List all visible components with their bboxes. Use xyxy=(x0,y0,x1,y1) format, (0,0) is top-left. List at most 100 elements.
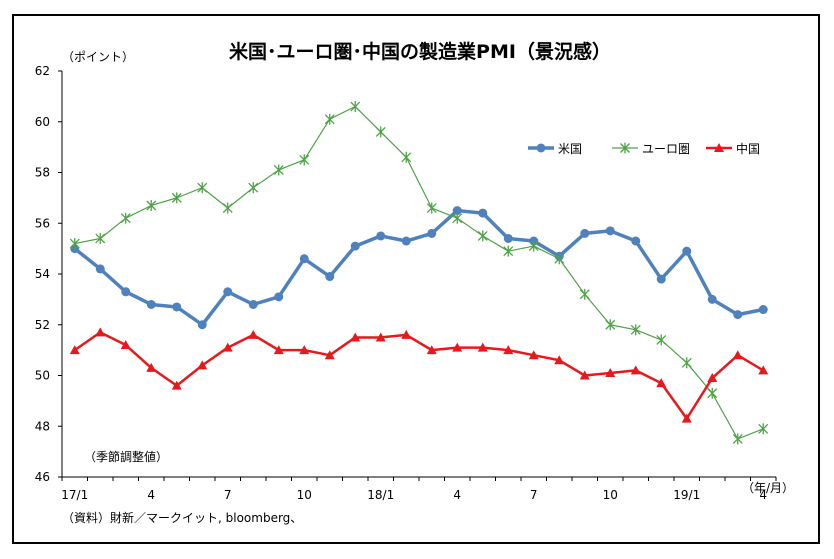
data-point xyxy=(656,378,667,388)
data-point xyxy=(248,299,258,309)
data-point xyxy=(579,370,590,380)
series-markers xyxy=(69,101,769,445)
data-point xyxy=(222,342,233,352)
y-tick-label: 60 xyxy=(35,115,50,129)
data-point xyxy=(536,143,546,153)
data-point xyxy=(223,287,233,297)
data-point xyxy=(401,236,411,246)
data-point xyxy=(620,142,630,154)
data-point xyxy=(324,113,335,125)
data-point xyxy=(579,288,590,300)
data-point xyxy=(477,230,488,242)
data-point xyxy=(146,299,156,309)
data-point xyxy=(503,345,514,355)
data-point xyxy=(503,233,513,243)
data-point xyxy=(605,367,616,377)
legend: 米国 ユーロ圏 中国 xyxy=(528,141,760,156)
x-axis-unit-label: （年/月） xyxy=(742,481,794,495)
data-point xyxy=(427,228,437,238)
data-point xyxy=(681,357,692,369)
note-label: （季節調整値） xyxy=(84,449,168,464)
data-point xyxy=(452,342,463,352)
y-tick-label: 52 xyxy=(35,318,50,332)
data-point xyxy=(69,345,80,355)
data-point xyxy=(324,350,335,360)
y-axis-label: （ポイント） xyxy=(62,50,134,64)
data-point xyxy=(707,373,718,383)
data-point xyxy=(528,240,539,252)
data-point xyxy=(121,287,131,297)
data-point xyxy=(273,345,284,355)
data-point xyxy=(630,365,641,375)
data-point xyxy=(452,212,463,224)
data-point xyxy=(197,320,207,330)
y-tick-label: 56 xyxy=(35,216,50,230)
x-tick-label: 4 xyxy=(453,488,461,502)
data-point xyxy=(172,302,182,312)
data-point xyxy=(733,310,743,320)
data-point xyxy=(248,329,259,339)
legend-entry: 米国 xyxy=(528,142,582,156)
x-tick-label: 4 xyxy=(147,488,155,502)
data-point xyxy=(758,423,769,435)
data-point xyxy=(714,143,724,152)
data-point xyxy=(95,264,105,274)
data-point xyxy=(605,226,615,236)
data-point xyxy=(299,254,309,264)
data-point xyxy=(274,292,284,302)
data-point xyxy=(682,246,692,256)
x-tick-label: 19/1 xyxy=(673,488,700,502)
x-tick-label: 7 xyxy=(530,488,538,502)
data-point xyxy=(69,238,80,250)
legend-entry: 中国 xyxy=(706,141,760,156)
data-point xyxy=(95,327,106,337)
data-point xyxy=(375,126,386,138)
data-point xyxy=(299,345,310,355)
data-point xyxy=(580,228,590,238)
chart-title: 米国･ユーロ圏･中国の製造業PMI（景況感） xyxy=(229,40,611,63)
data-point xyxy=(758,305,768,315)
x-tick-label: 10 xyxy=(603,488,618,502)
data-point xyxy=(426,202,437,214)
data-point xyxy=(503,245,514,257)
data-point xyxy=(197,360,208,370)
data-point xyxy=(656,274,666,284)
y-tick-label: 46 xyxy=(35,470,50,484)
data-point xyxy=(350,241,360,251)
legend-label: 米国 xyxy=(558,142,582,156)
y-tick-labels: 46 48 50 52 54 56 58 60 62 xyxy=(35,64,50,484)
series-line xyxy=(73,208,764,327)
series-line xyxy=(74,105,764,440)
data-point xyxy=(477,342,488,352)
data-point xyxy=(656,334,667,346)
data-point xyxy=(171,192,182,204)
data-point xyxy=(605,319,616,331)
data-point xyxy=(554,253,565,265)
data-point xyxy=(299,154,310,166)
data-point xyxy=(375,332,386,342)
x-tick-label: 10 xyxy=(297,488,312,502)
data-point xyxy=(528,350,539,360)
data-point xyxy=(707,387,718,399)
data-point xyxy=(478,208,488,218)
x-tick-labels: 17/1 4 7 10 18/1 4 7 10 19/1 4 xyxy=(61,488,767,502)
data-point xyxy=(146,199,157,211)
y-tick-label: 62 xyxy=(35,64,50,78)
legend-label: 中国 xyxy=(736,141,760,156)
data-point xyxy=(554,355,565,365)
x-tick-label: 4 xyxy=(759,488,767,502)
data-point xyxy=(401,329,412,339)
data-point xyxy=(197,182,208,194)
data-point xyxy=(452,206,462,216)
data-point xyxy=(681,413,692,423)
data-point xyxy=(376,231,386,241)
y-tick-label: 54 xyxy=(35,267,50,281)
data-point xyxy=(95,232,106,244)
data-point xyxy=(401,151,412,163)
data-point xyxy=(350,332,361,342)
series-lines xyxy=(73,105,764,440)
x-tick-label: 18/1 xyxy=(367,488,394,502)
data-point xyxy=(630,324,641,336)
y-tick-label: 48 xyxy=(35,419,50,433)
data-point xyxy=(171,380,182,390)
